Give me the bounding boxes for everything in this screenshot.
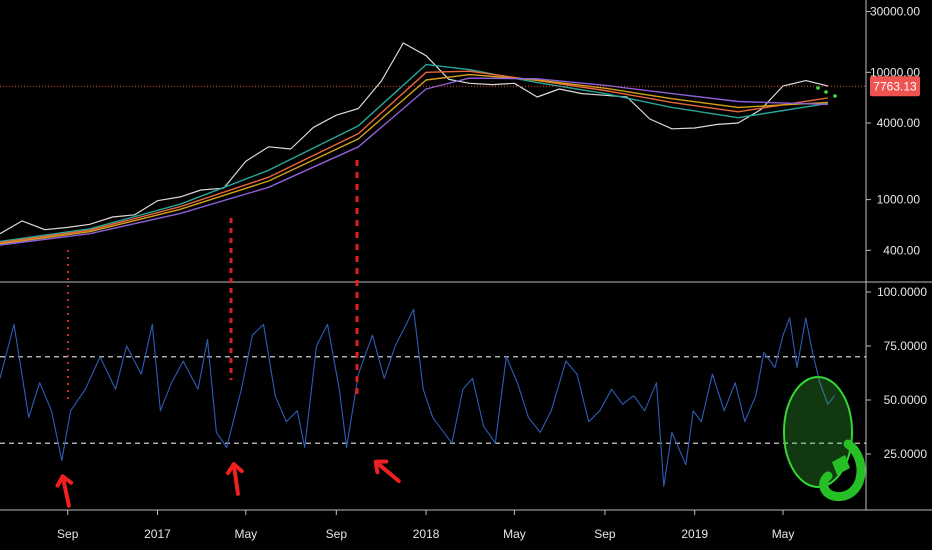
price-tick-label-3: 1000.00 xyxy=(877,193,921,207)
last-price-label: 7763.13 xyxy=(873,79,917,93)
green-projection-dot-2 xyxy=(833,94,837,98)
green-highlight-circle xyxy=(783,376,853,488)
price-tick-label-4: 400.00 xyxy=(883,243,920,257)
price-tick-label-1: 10000.00 xyxy=(870,65,920,79)
time-tick-label-7: 2019 xyxy=(681,527,708,541)
time-tick-label-2: May xyxy=(234,527,257,541)
price-pane: 30000.00 10000.00 4000.00 1000.00 400.00 7763… xyxy=(0,5,921,257)
drawing-annotations xyxy=(55,86,866,508)
time-axis: Sep 2017 May Sep 2018 May Sep 2019 May xyxy=(57,510,794,541)
time-tick-label-3: Sep xyxy=(326,527,348,541)
red-arrow-icon-2-shape xyxy=(225,462,244,496)
red-arrow-icon-3-shape xyxy=(373,459,401,483)
price-series-line-1 xyxy=(0,63,829,243)
oscillator-pane: 100.0000 75.0000 50.0000 25.0000 xyxy=(0,285,928,487)
time-tick-label-8: May xyxy=(772,527,795,541)
oscillator-line xyxy=(0,308,835,487)
green-projection-dot-0 xyxy=(816,86,820,90)
red-arrow-icon-1 xyxy=(55,474,74,508)
price-series-line-3 xyxy=(0,73,828,245)
time-tick-label-4: 2018 xyxy=(413,527,440,541)
price-tick-label-0: 30000.00 xyxy=(870,5,920,19)
red-arrow-icon-2 xyxy=(225,462,244,496)
osc-tick-label-2: 50.0000 xyxy=(884,393,928,407)
osc-tick-label-3: 25.0000 xyxy=(884,447,928,461)
time-tick-label-0: Sep xyxy=(57,527,79,541)
red-arrow-icon-1-shape xyxy=(55,474,74,508)
osc-tick-label-1: 75.0000 xyxy=(884,339,928,353)
price-series-line-2 xyxy=(0,70,829,244)
price-series-line-4 xyxy=(0,77,828,246)
osc-tick-label-0: 100.0000 xyxy=(877,285,927,299)
green-projection-dot-1 xyxy=(824,90,828,94)
time-tick-label-6: Sep xyxy=(594,527,616,541)
price-tick-label-2: 4000.00 xyxy=(877,116,921,130)
green-mark-square xyxy=(832,455,850,475)
time-tick-label-1: 2017 xyxy=(144,527,171,541)
price-series-line-0 xyxy=(0,42,829,235)
green-curve-mark xyxy=(819,439,866,502)
last-price-tag xyxy=(870,76,920,97)
time-tick-label-5: May xyxy=(503,527,526,541)
red-arrow-icon-3 xyxy=(373,459,401,483)
